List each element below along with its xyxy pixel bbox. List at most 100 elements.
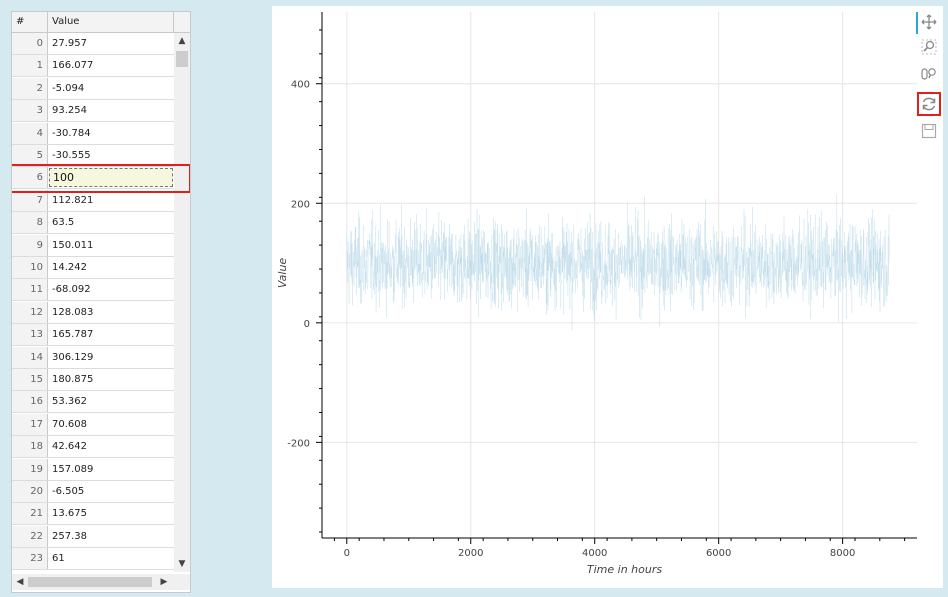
save-icon [921, 123, 937, 139]
vertical-scrollbar[interactable]: ▲ ▼ [174, 33, 190, 572]
table-row[interactable]: 10 14.242 [12, 257, 174, 279]
x-tick-label: 6000 [706, 548, 731, 559]
table-row[interactable]: 2 -5.094 [12, 77, 174, 100]
value-cell[interactable]: 27.957 [52, 38, 87, 49]
value-cell[interactable]: 128.083 [52, 306, 94, 318]
save-tool-button[interactable] [919, 121, 939, 141]
table-row[interactable]: 9 150.011 [12, 234, 174, 257]
index-column-header[interactable]: # [12, 12, 48, 32]
value-cell[interactable]: 180.875 [52, 374, 94, 385]
table-row[interactable]: 7 112.821 [12, 189, 174, 212]
table-body: 0 27.957 1 166.077 2 -5.094 3 93.254 4 -30.784 5 -3… [12, 33, 174, 572]
table-row[interactable]: 0 27.957 [12, 33, 174, 55]
row-index-cell: 19 [12, 458, 48, 480]
y-tick-label: -200 [287, 438, 310, 449]
cell-edit-input[interactable] [49, 168, 173, 188]
row-index-cell: 17 [12, 413, 48, 435]
scroll-up-icon[interactable]: ▲ [178, 36, 186, 46]
value-cell[interactable]: -68.092 [52, 284, 91, 296]
vertical-scroll-thumb[interactable] [176, 51, 188, 67]
x-tick-label: 0 [344, 548, 350, 559]
value-cell[interactable]: 166.077 [52, 60, 94, 72]
value-cell[interactable]: -5.094 [52, 82, 85, 94]
row-index-cell: 13 [12, 324, 48, 346]
row-index-cell: 8 [12, 212, 48, 234]
value-cell[interactable]: 70.608 [52, 418, 87, 430]
row-index-cell: 2 [12, 77, 48, 99]
value-cell[interactable]: -30.784 [52, 127, 91, 139]
horizontal-scrollbar[interactable]: ◀ ▶ [12, 574, 174, 590]
value-cell[interactable]: 112.821 [52, 194, 94, 206]
box-zoom-icon [921, 39, 937, 55]
x-tick-label: 8000 [830, 548, 855, 559]
active-tool-indicator [916, 12, 918, 34]
table-row[interactable]: 16 53.362 [12, 391, 174, 414]
row-index-cell: 7 [12, 189, 48, 211]
table-row[interactable]: 17 70.608 [12, 413, 174, 436]
table-row[interactable]: 6 [12, 167, 174, 190]
value-cell[interactable]: 42.642 [52, 441, 87, 453]
row-index-cell: 18 [12, 436, 48, 458]
series-line [346, 195, 890, 331]
table-row[interactable]: 14 306.129 [12, 346, 174, 369]
table-row[interactable]: 12 128.083 [12, 301, 174, 324]
row-index-cell: 16 [12, 391, 48, 413]
row-index-cell: 10 [12, 257, 48, 278]
value-cell[interactable]: 257.38 [52, 530, 87, 542]
row-index-cell: 11 [12, 279, 48, 301]
value-cell[interactable]: -6.505 [52, 486, 85, 497]
row-index-cell: 0 [12, 33, 48, 54]
table-row[interactable]: 18 42.642 [12, 436, 174, 459]
x-axis-label: Time in hours [587, 563, 662, 576]
value-cell[interactable]: 93.254 [52, 105, 87, 117]
table-row[interactable]: 20 -6.505 [12, 481, 174, 503]
value-cell[interactable]: 63.5 [52, 217, 75, 229]
value-cell[interactable]: 306.129 [52, 351, 94, 363]
row-index-cell: 5 [12, 145, 48, 166]
reset-tool-button[interactable] [919, 94, 939, 114]
value-cell[interactable]: -30.555 [52, 150, 91, 161]
y-tick-label: 0 [304, 319, 310, 330]
table-row[interactable]: 13 165.787 [12, 324, 174, 347]
table-row[interactable]: 8 63.5 [12, 212, 174, 235]
table-row[interactable]: 15 180.875 [12, 369, 174, 391]
row-index-cell: 15 [12, 369, 48, 390]
table-row[interactable]: 23 61 [12, 548, 174, 571]
row-index-cell: 1 [12, 55, 48, 77]
value-cell[interactable]: 14.242 [52, 262, 87, 273]
table-row[interactable]: 3 93.254 [12, 100, 174, 123]
table-header: # Value [12, 12, 190, 33]
scrollbar-corner [174, 574, 190, 590]
value-cell[interactable]: 150.011 [52, 239, 94, 251]
value-cell[interactable]: 53.362 [52, 396, 87, 408]
table-row[interactable]: 21 13.675 [12, 503, 174, 526]
value-cell[interactable]: 61 [52, 553, 65, 565]
horizontal-scroll-thumb[interactable] [28, 577, 152, 587]
value-cell[interactable]: 157.089 [52, 463, 94, 475]
box-zoom-tool-button[interactable] [919, 37, 939, 57]
x-tick-label: 2000 [458, 548, 483, 559]
row-index-cell: 22 [12, 525, 48, 547]
reset-icon [922, 97, 936, 111]
table-row[interactable]: 5 -30.555 [12, 145, 174, 167]
row-index-cell: 3 [12, 100, 48, 122]
pan-tool-button[interactable] [919, 12, 939, 32]
table-row[interactable]: 22 257.38 [12, 525, 174, 548]
scroll-right-icon[interactable]: ▶ [160, 577, 168, 587]
row-index-cell: 9 [12, 234, 48, 256]
wheel-zoom-tool-button[interactable] [919, 64, 939, 84]
table-row[interactable]: 4 -30.784 [12, 122, 174, 145]
plot-toolbar [916, 6, 941, 166]
row-index-cell: 21 [12, 503, 48, 525]
table-row[interactable]: 19 157.089 [12, 458, 174, 481]
table-row[interactable]: 1 166.077 [12, 55, 174, 78]
row-index-cell: 6 [12, 167, 48, 189]
y-axis-label: Value [276, 258, 289, 289]
value-cell[interactable]: 165.787 [52, 329, 94, 341]
line-chart[interactable]: 0 2000 4000 6000 8000 -200 0 200 400 Time in hour… [272, 6, 918, 588]
scroll-down-icon[interactable]: ▼ [178, 559, 186, 569]
value-cell[interactable]: 13.675 [52, 508, 87, 520]
scroll-left-icon[interactable]: ◀ [16, 577, 24, 587]
table-row[interactable]: 11 -68.092 [12, 279, 174, 302]
value-column-header[interactable]: Value [48, 12, 174, 32]
